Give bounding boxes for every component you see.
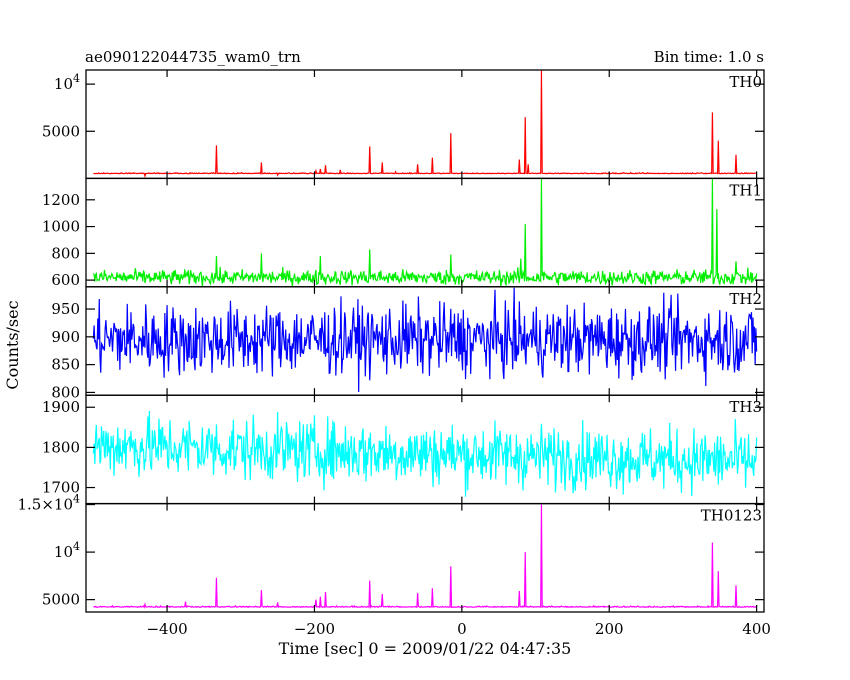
bin-time-label: Bin time: 1.0 s [654, 48, 764, 66]
panel-frame [85, 177, 765, 288]
x-tick-label: 400 [742, 620, 771, 638]
x-tick-label: 200 [595, 620, 624, 638]
panel-th2: 800 850 900 950 TH2 [51, 286, 765, 401]
series-th2-line [92, 287, 758, 393]
y-tick-label: 104 [54, 540, 80, 561]
y-axis-label: Counts/sec [3, 300, 22, 389]
y-tick-label: 800 [51, 244, 80, 262]
y-tick-label: 5000 [42, 122, 80, 140]
x-tick-label: 0 [457, 620, 467, 638]
y-tick-label: 600 [51, 271, 80, 289]
y-tick-label: 1.5×104 [17, 493, 80, 514]
panel-label-th2: TH2 [729, 290, 762, 308]
panel-th1: 600 800 1000 1200 TH1 [42, 177, 765, 289]
x-tick-label: −400 [146, 620, 187, 638]
series-th0-line [93, 70, 757, 179]
x-tick-label: −200 [294, 620, 335, 638]
y-tick-label: 5000 [42, 591, 80, 609]
y-tick-label: 1700 [42, 479, 80, 497]
y-tick-label: 800 [51, 383, 80, 401]
y-tick-label: 1200 [42, 191, 80, 209]
y-tick-label: 950 [51, 300, 80, 318]
y-tick-label: 900 [51, 328, 80, 346]
y-tick-label: 1000 [42, 218, 80, 236]
series-th0123-line [93, 504, 757, 610]
panel-frame [85, 69, 765, 180]
x-axis-label: Time [sec] 0 = 2009/01/22 04:47:35 [279, 639, 572, 658]
plot-title: ae090122044735_wam0_trn [85, 48, 301, 66]
panels-group: 5000 104 TH0 600 800 1000 1200 TH1 800 850 900 950 T… [17, 69, 765, 613]
series-th1-line [92, 178, 758, 287]
panel-label-th1: TH1 [729, 181, 762, 199]
series-th3-line [92, 410, 758, 497]
panel-label-th0: TH0 [729, 73, 762, 91]
x-axis: −400 −200 0 200 400 [146, 620, 770, 638]
panel-label-th0123: TH0123 [701, 507, 762, 525]
y-tick-label: 104 [54, 72, 80, 93]
panel-th0: 5000 104 TH0 [42, 69, 765, 180]
y-tick-label: 1900 [42, 398, 80, 416]
panel-label-th3: TH3 [729, 398, 762, 416]
y-tick-label: 1800 [42, 438, 80, 456]
panel-th0123: 5000 104 1.5×104 TH0123 [17, 493, 765, 613]
panel-th3: 1700 1800 1900 TH3 [42, 394, 765, 505]
panel-frame [85, 502, 765, 613]
y-tick-label: 850 [51, 356, 80, 374]
